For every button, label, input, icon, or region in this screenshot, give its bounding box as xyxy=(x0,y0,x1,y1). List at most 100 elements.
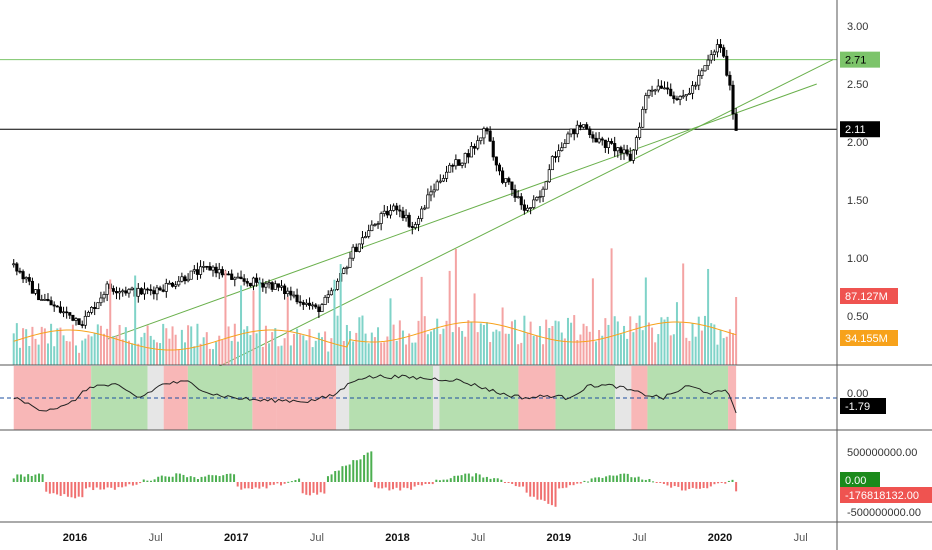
volume-bar xyxy=(12,333,15,365)
candle-body xyxy=(199,266,203,275)
candle-body xyxy=(336,280,340,290)
volume-bar xyxy=(442,328,445,365)
price-line-badge-upper: 2.71 xyxy=(840,51,880,68)
histogram-bar xyxy=(691,482,694,488)
price-line-badge-upper-text: 2.71 xyxy=(845,55,866,67)
histogram-bar xyxy=(478,474,481,482)
volume-bar xyxy=(585,326,588,365)
volume-bar xyxy=(240,285,243,365)
histogram-bar xyxy=(424,482,427,484)
histogram-bar xyxy=(326,476,329,482)
candle-body xyxy=(653,89,657,92)
candle-body xyxy=(18,270,22,273)
histogram-bar xyxy=(680,482,683,491)
histogram-bar xyxy=(543,482,546,501)
histogram-bar xyxy=(652,481,655,483)
volume-ma-line xyxy=(13,321,737,351)
candle-body xyxy=(139,288,143,295)
time-tick-label: 2018 xyxy=(385,532,409,544)
volume-bar xyxy=(395,340,398,365)
histogram-pane[interactable] xyxy=(12,451,738,507)
volume-bar xyxy=(716,344,719,365)
candle-body xyxy=(292,294,296,297)
histogram-bar xyxy=(16,474,19,482)
volume-bar xyxy=(246,326,249,365)
candle-body xyxy=(501,170,505,183)
volume-bar xyxy=(476,332,479,365)
volume-bar xyxy=(289,345,292,365)
volume-bar xyxy=(735,297,738,365)
volume-ma-badge-text: 34.155M xyxy=(845,333,888,345)
trendline-1[interactable] xyxy=(203,59,834,375)
histogram-bar xyxy=(460,475,463,482)
volume-bar xyxy=(445,320,448,365)
histogram-bar xyxy=(128,482,131,485)
volume-pane[interactable] xyxy=(12,248,738,365)
volume-bar xyxy=(725,336,728,365)
volume-bar xyxy=(90,336,93,365)
candle-body xyxy=(715,44,719,53)
histogram-bar xyxy=(196,479,199,482)
candle-body xyxy=(261,282,265,288)
histogram-bar xyxy=(27,474,30,482)
volume-bar xyxy=(152,339,155,365)
histogram-bar xyxy=(395,482,398,488)
oscillator-zone-bear xyxy=(252,366,277,430)
volume-bar xyxy=(423,316,426,365)
oscillator-pane[interactable] xyxy=(0,366,837,430)
candle-body xyxy=(348,257,352,268)
candle-body xyxy=(49,300,53,306)
price-axis[interactable]: 3.00 2.50 2.00 1.50 1.00 0.50 0.00 500000000.00… xyxy=(847,21,921,519)
candle-body xyxy=(189,270,193,280)
volume-bar xyxy=(526,332,529,365)
candle-body xyxy=(351,246,355,259)
histogram-bar xyxy=(659,482,662,483)
oscillator-zone-bull xyxy=(349,366,433,430)
candle-body xyxy=(441,178,445,182)
candle-body xyxy=(532,199,536,208)
volume-bar xyxy=(697,316,700,365)
volume-bar xyxy=(140,337,143,365)
candle-body xyxy=(451,164,455,167)
candle-body xyxy=(367,230,371,237)
histogram-bar xyxy=(113,482,116,490)
candle-body xyxy=(681,95,685,98)
candle-body xyxy=(690,85,695,94)
candle-body xyxy=(90,307,94,313)
volume-bar xyxy=(43,328,46,365)
histogram-bar xyxy=(38,473,41,482)
oscillator-last-badge-text: -1.79 xyxy=(845,401,870,413)
candle-body xyxy=(279,285,284,288)
histogram-bar xyxy=(735,482,738,492)
histogram-bar xyxy=(630,477,633,482)
volume-bar xyxy=(84,338,87,365)
volume-bar xyxy=(638,315,641,365)
volume-bar xyxy=(707,268,710,365)
volume-bar xyxy=(629,316,632,365)
histogram-bar xyxy=(467,473,470,482)
candle-body xyxy=(703,65,707,72)
volume-bar xyxy=(196,323,199,365)
volume-bar xyxy=(34,338,37,365)
price-line-badge-lower-bg xyxy=(840,121,880,138)
candle-body xyxy=(233,277,237,280)
histogram-bar xyxy=(77,482,80,497)
volume-bar xyxy=(619,334,622,365)
volume-ma-badge: 34.155M xyxy=(840,330,898,346)
volume-bar xyxy=(352,341,355,365)
candle-body xyxy=(164,283,168,292)
candle-body xyxy=(52,304,56,307)
volume-bar xyxy=(28,345,31,365)
histogram-zero-badge-bg xyxy=(840,472,880,488)
histogram-bar xyxy=(269,482,272,486)
volume-bar xyxy=(408,333,411,365)
volume-bar xyxy=(87,334,90,365)
time-axis[interactable]: 2016 Jul 2017 Jul 2018 Jul 2019 Jul 2020 Jul xyxy=(63,532,808,544)
volume-bar xyxy=(383,342,386,365)
candle-body xyxy=(180,276,184,282)
histogram-bar xyxy=(160,475,163,482)
candle-body xyxy=(167,282,171,285)
candle-body xyxy=(251,277,256,287)
histogram-bar xyxy=(507,482,510,483)
oscillator-zone-neutral xyxy=(336,366,350,430)
